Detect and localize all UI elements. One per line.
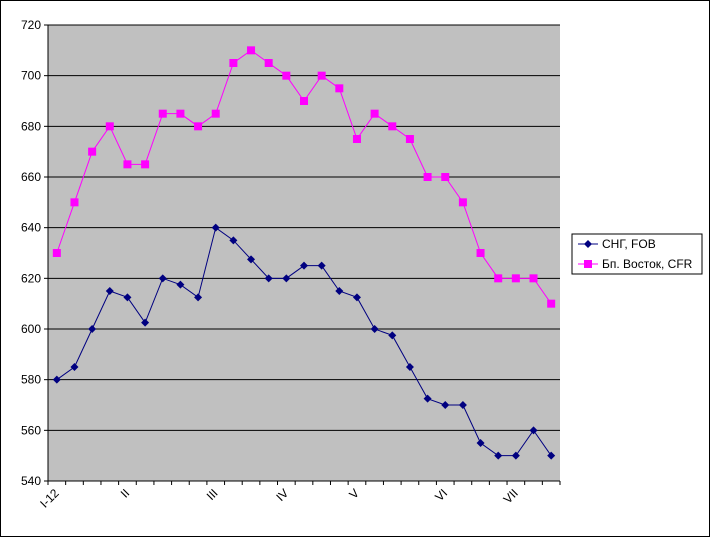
data-point <box>317 261 326 270</box>
data-point <box>229 236 238 245</box>
data-point <box>70 198 79 207</box>
y-tick-label: 700 <box>21 69 41 83</box>
data-point <box>529 274 538 283</box>
data-point <box>282 71 291 80</box>
data-point <box>405 363 414 371</box>
data-point <box>547 299 556 308</box>
legend-marker <box>584 260 592 268</box>
data-point <box>441 401 450 409</box>
data-point <box>529 426 538 435</box>
y-tick-label: 640 <box>21 221 41 235</box>
data-point <box>494 274 503 283</box>
data-point <box>370 325 379 333</box>
data-point <box>247 255 256 264</box>
data-point <box>105 287 114 295</box>
data-point <box>352 293 361 302</box>
data-point <box>352 135 361 143</box>
data-point <box>494 451 503 460</box>
data-point <box>194 293 203 302</box>
y-tick-label: 680 <box>21 119 41 133</box>
data-point <box>423 394 432 403</box>
data-point <box>52 375 61 384</box>
data-point <box>176 109 185 118</box>
data-point <box>88 147 97 156</box>
data-point <box>388 331 397 340</box>
data-point <box>264 59 273 67</box>
legend-marker <box>584 240 592 248</box>
data-point <box>158 274 167 283</box>
legend-label: СНГ, FOB <box>602 237 656 251</box>
data-point <box>194 122 203 131</box>
y-tick-label: 660 <box>21 170 41 184</box>
data-point <box>141 318 150 327</box>
data-point <box>476 439 485 447</box>
y-tick-label: 560 <box>21 423 41 437</box>
data-point <box>317 71 326 80</box>
data-point <box>300 97 308 105</box>
y-tick-label: 580 <box>21 373 41 387</box>
data-point <box>458 401 467 409</box>
legend-label: Бп. Восток, CFR <box>602 257 693 271</box>
series <box>52 46 556 308</box>
data-point <box>123 160 132 169</box>
y-tick-label: 720 <box>21 18 41 32</box>
data-point <box>70 363 79 371</box>
data-point <box>88 325 97 333</box>
series <box>52 223 556 460</box>
data-point <box>123 293 132 302</box>
data-point <box>370 109 379 118</box>
data-point <box>264 274 273 283</box>
data-point <box>547 451 556 460</box>
data-point <box>211 109 220 118</box>
data-point <box>423 173 432 181</box>
data-point <box>52 249 61 257</box>
data-point <box>458 198 467 207</box>
data-point <box>511 451 520 460</box>
data-point <box>300 261 308 270</box>
data-point <box>441 173 450 181</box>
data-point <box>211 223 220 232</box>
data-point <box>176 280 185 289</box>
y-tick-label: 540 <box>21 474 41 488</box>
data-point <box>335 287 344 295</box>
data-point <box>229 59 238 67</box>
data-point <box>405 135 414 143</box>
data-point <box>388 122 397 131</box>
data-point <box>247 46 256 55</box>
data-point <box>141 160 150 169</box>
y-tick-label: 620 <box>21 271 41 285</box>
y-tick-label: 600 <box>21 322 41 336</box>
data-point <box>511 274 520 283</box>
data-point <box>476 249 485 257</box>
data-point <box>282 274 291 283</box>
data-point <box>335 84 344 93</box>
data-point <box>105 122 114 131</box>
legend-box <box>571 233 703 275</box>
data-point <box>158 109 167 118</box>
